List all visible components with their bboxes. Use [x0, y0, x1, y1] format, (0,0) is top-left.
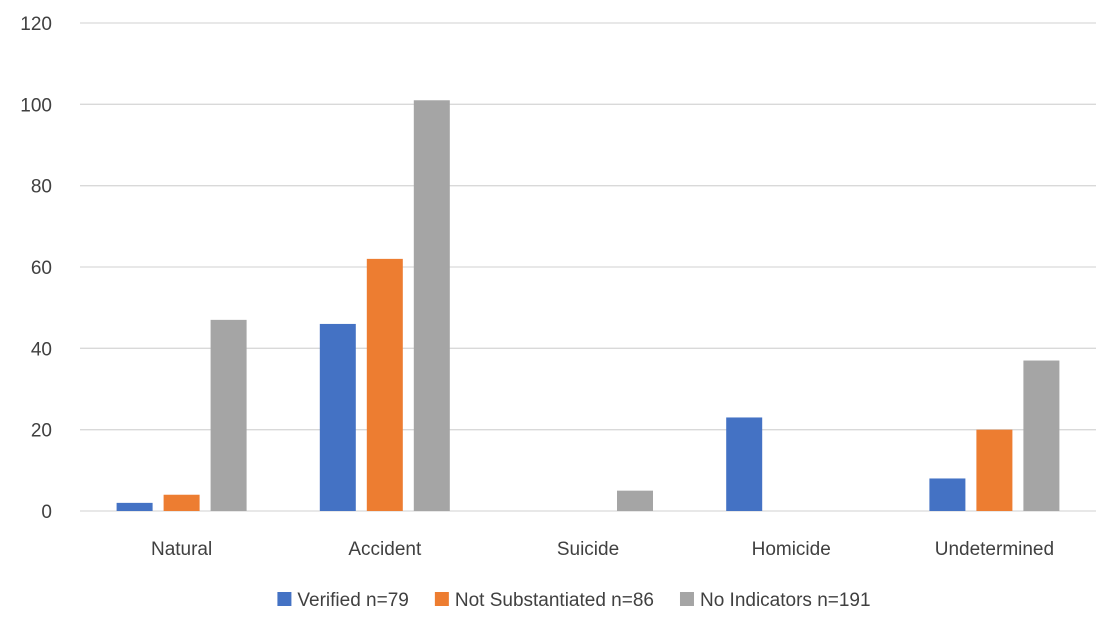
x-category-label: Suicide [557, 539, 619, 560]
bar [617, 490, 653, 511]
x-category-label: Accident [348, 539, 422, 560]
bar [366, 258, 403, 511]
y-tick-label: 80 [31, 177, 52, 198]
x-category-label: Natural [151, 539, 212, 560]
bar [116, 502, 153, 511]
y-tick-label: 100 [20, 95, 52, 116]
legend-swatch [277, 592, 292, 606]
bar [413, 100, 450, 512]
y-tick-label: 120 [20, 14, 52, 35]
bar [976, 429, 1013, 511]
y-tick-label: 20 [31, 421, 52, 442]
x-axis-category-labels: Natural Accident Suicide Homicide Undetermin… [151, 539, 1054, 560]
legend-item: No Indicators n=191 [679, 590, 871, 611]
bar [163, 494, 200, 511]
legend-label: Not Substantiated n=86 [455, 590, 654, 611]
bar [319, 323, 356, 511]
gridlines [80, 22, 1096, 512]
legend-label: Verified n=79 [297, 590, 408, 611]
legend-swatch [434, 592, 449, 606]
legend-swatch [679, 592, 694, 606]
y-tick-label: 40 [31, 339, 52, 360]
bar [210, 319, 247, 511]
legend: Verified n=79 Not Substantiated n=86 No In… [277, 590, 871, 611]
legend-label: No Indicators n=191 [700, 590, 871, 611]
y-tick-label: 0 [41, 502, 52, 523]
bar [929, 478, 966, 511]
legend-item: Verified n=79 [277, 590, 409, 611]
x-category-label: Homicide [752, 539, 831, 560]
y-tick-label: 60 [31, 258, 52, 279]
bar [1023, 360, 1060, 511]
bars [116, 100, 1060, 512]
legend-item: Not Substantiated n=86 [434, 590, 654, 611]
y-axis-tick-labels: 0 20 40 60 80 100 120 [20, 14, 52, 523]
x-category-label: Undetermined [935, 539, 1054, 560]
bar [726, 417, 763, 511]
